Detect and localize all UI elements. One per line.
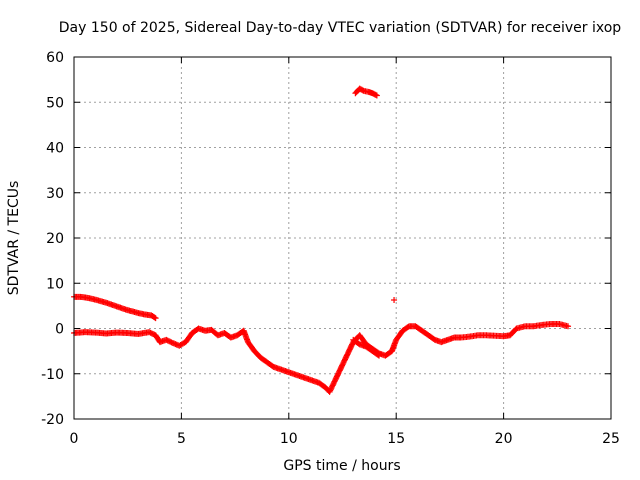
y-tick-label: 0 (55, 322, 64, 338)
y-tick-label: 30 (46, 186, 64, 202)
x-tick-label: 20 (495, 431, 513, 447)
y-tick-label: 10 (46, 276, 64, 292)
y-tick-label: 20 (46, 231, 64, 247)
y-axis-label: SDTVAR / TECUs (6, 181, 22, 296)
y-tick-label: -10 (41, 367, 64, 383)
x-tick-label: 25 (602, 431, 620, 447)
sdtvar-chart: Day 150 of 2025, Sidereal Day-to-day VTE… (0, 0, 640, 480)
chart-title: Day 150 of 2025, Sidereal Day-to-day VTE… (59, 20, 622, 36)
data-points (71, 86, 571, 395)
x-tick-label: 0 (70, 431, 79, 447)
y-tick-label: 60 (46, 50, 64, 66)
y-tick-label: 40 (46, 141, 64, 157)
x-tick-label: 5 (177, 431, 186, 447)
y-tick-label: -20 (41, 412, 64, 428)
x-tick-label: 10 (280, 431, 298, 447)
y-tick-label: 50 (46, 95, 64, 111)
x-tick-label: 15 (387, 431, 405, 447)
x-axis-label: GPS time / hours (283, 458, 400, 474)
